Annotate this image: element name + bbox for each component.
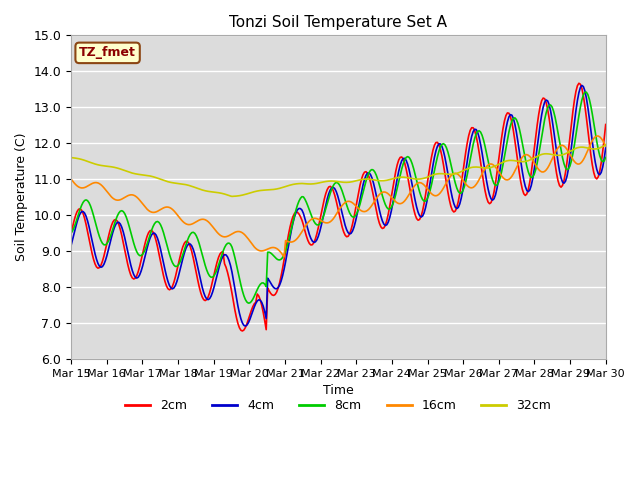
2cm xyxy=(575,80,583,86)
Text: TZ_fmet: TZ_fmet xyxy=(79,47,136,60)
8cm xyxy=(255,284,262,289)
Line: 4cm: 4cm xyxy=(71,85,605,326)
16cm xyxy=(573,161,581,167)
16cm xyxy=(227,232,234,238)
8cm xyxy=(244,300,252,306)
16cm xyxy=(593,133,600,139)
4cm xyxy=(67,242,75,248)
32cm xyxy=(255,188,262,193)
16cm xyxy=(280,254,288,260)
8cm xyxy=(303,200,310,205)
4cm xyxy=(246,317,253,323)
2cm xyxy=(255,293,262,299)
4cm xyxy=(255,297,262,303)
2cm xyxy=(573,83,581,89)
32cm xyxy=(133,171,141,177)
Line: 2cm: 2cm xyxy=(71,83,605,331)
4cm xyxy=(133,275,141,281)
32cm xyxy=(67,155,75,160)
8cm xyxy=(227,241,234,247)
16cm xyxy=(67,176,75,182)
2cm xyxy=(67,230,75,236)
2cm xyxy=(239,328,246,334)
2cm xyxy=(133,273,141,279)
Legend: 2cm, 4cm, 8cm, 16cm, 32cm: 2cm, 4cm, 8cm, 16cm, 32cm xyxy=(120,395,556,418)
16cm xyxy=(244,236,252,242)
8cm xyxy=(582,89,590,95)
32cm xyxy=(602,142,609,148)
X-axis label: Time: Time xyxy=(323,384,354,397)
2cm xyxy=(602,121,609,127)
4cm xyxy=(303,221,310,227)
8cm xyxy=(573,122,581,128)
Title: Tonzi Soil Temperature Set A: Tonzi Soil Temperature Set A xyxy=(229,15,447,30)
2cm xyxy=(303,233,310,239)
16cm xyxy=(253,247,261,252)
8cm xyxy=(67,230,75,236)
32cm xyxy=(228,193,236,199)
4cm xyxy=(578,83,586,88)
Line: 16cm: 16cm xyxy=(71,136,605,257)
2cm xyxy=(227,282,234,288)
32cm xyxy=(246,190,253,196)
8cm xyxy=(246,300,253,306)
32cm xyxy=(227,193,234,199)
8cm xyxy=(133,249,141,254)
4cm xyxy=(241,323,249,329)
16cm xyxy=(133,194,141,200)
16cm xyxy=(303,222,310,228)
Line: 8cm: 8cm xyxy=(71,92,605,303)
16cm xyxy=(602,143,609,149)
Line: 32cm: 32cm xyxy=(71,145,605,196)
32cm xyxy=(303,181,310,187)
8cm xyxy=(602,155,609,160)
2cm xyxy=(246,312,253,318)
4cm xyxy=(227,263,234,268)
Y-axis label: Soil Temperature (C): Soil Temperature (C) xyxy=(15,133,28,262)
32cm xyxy=(573,145,581,151)
4cm xyxy=(602,145,609,151)
4cm xyxy=(573,98,581,104)
